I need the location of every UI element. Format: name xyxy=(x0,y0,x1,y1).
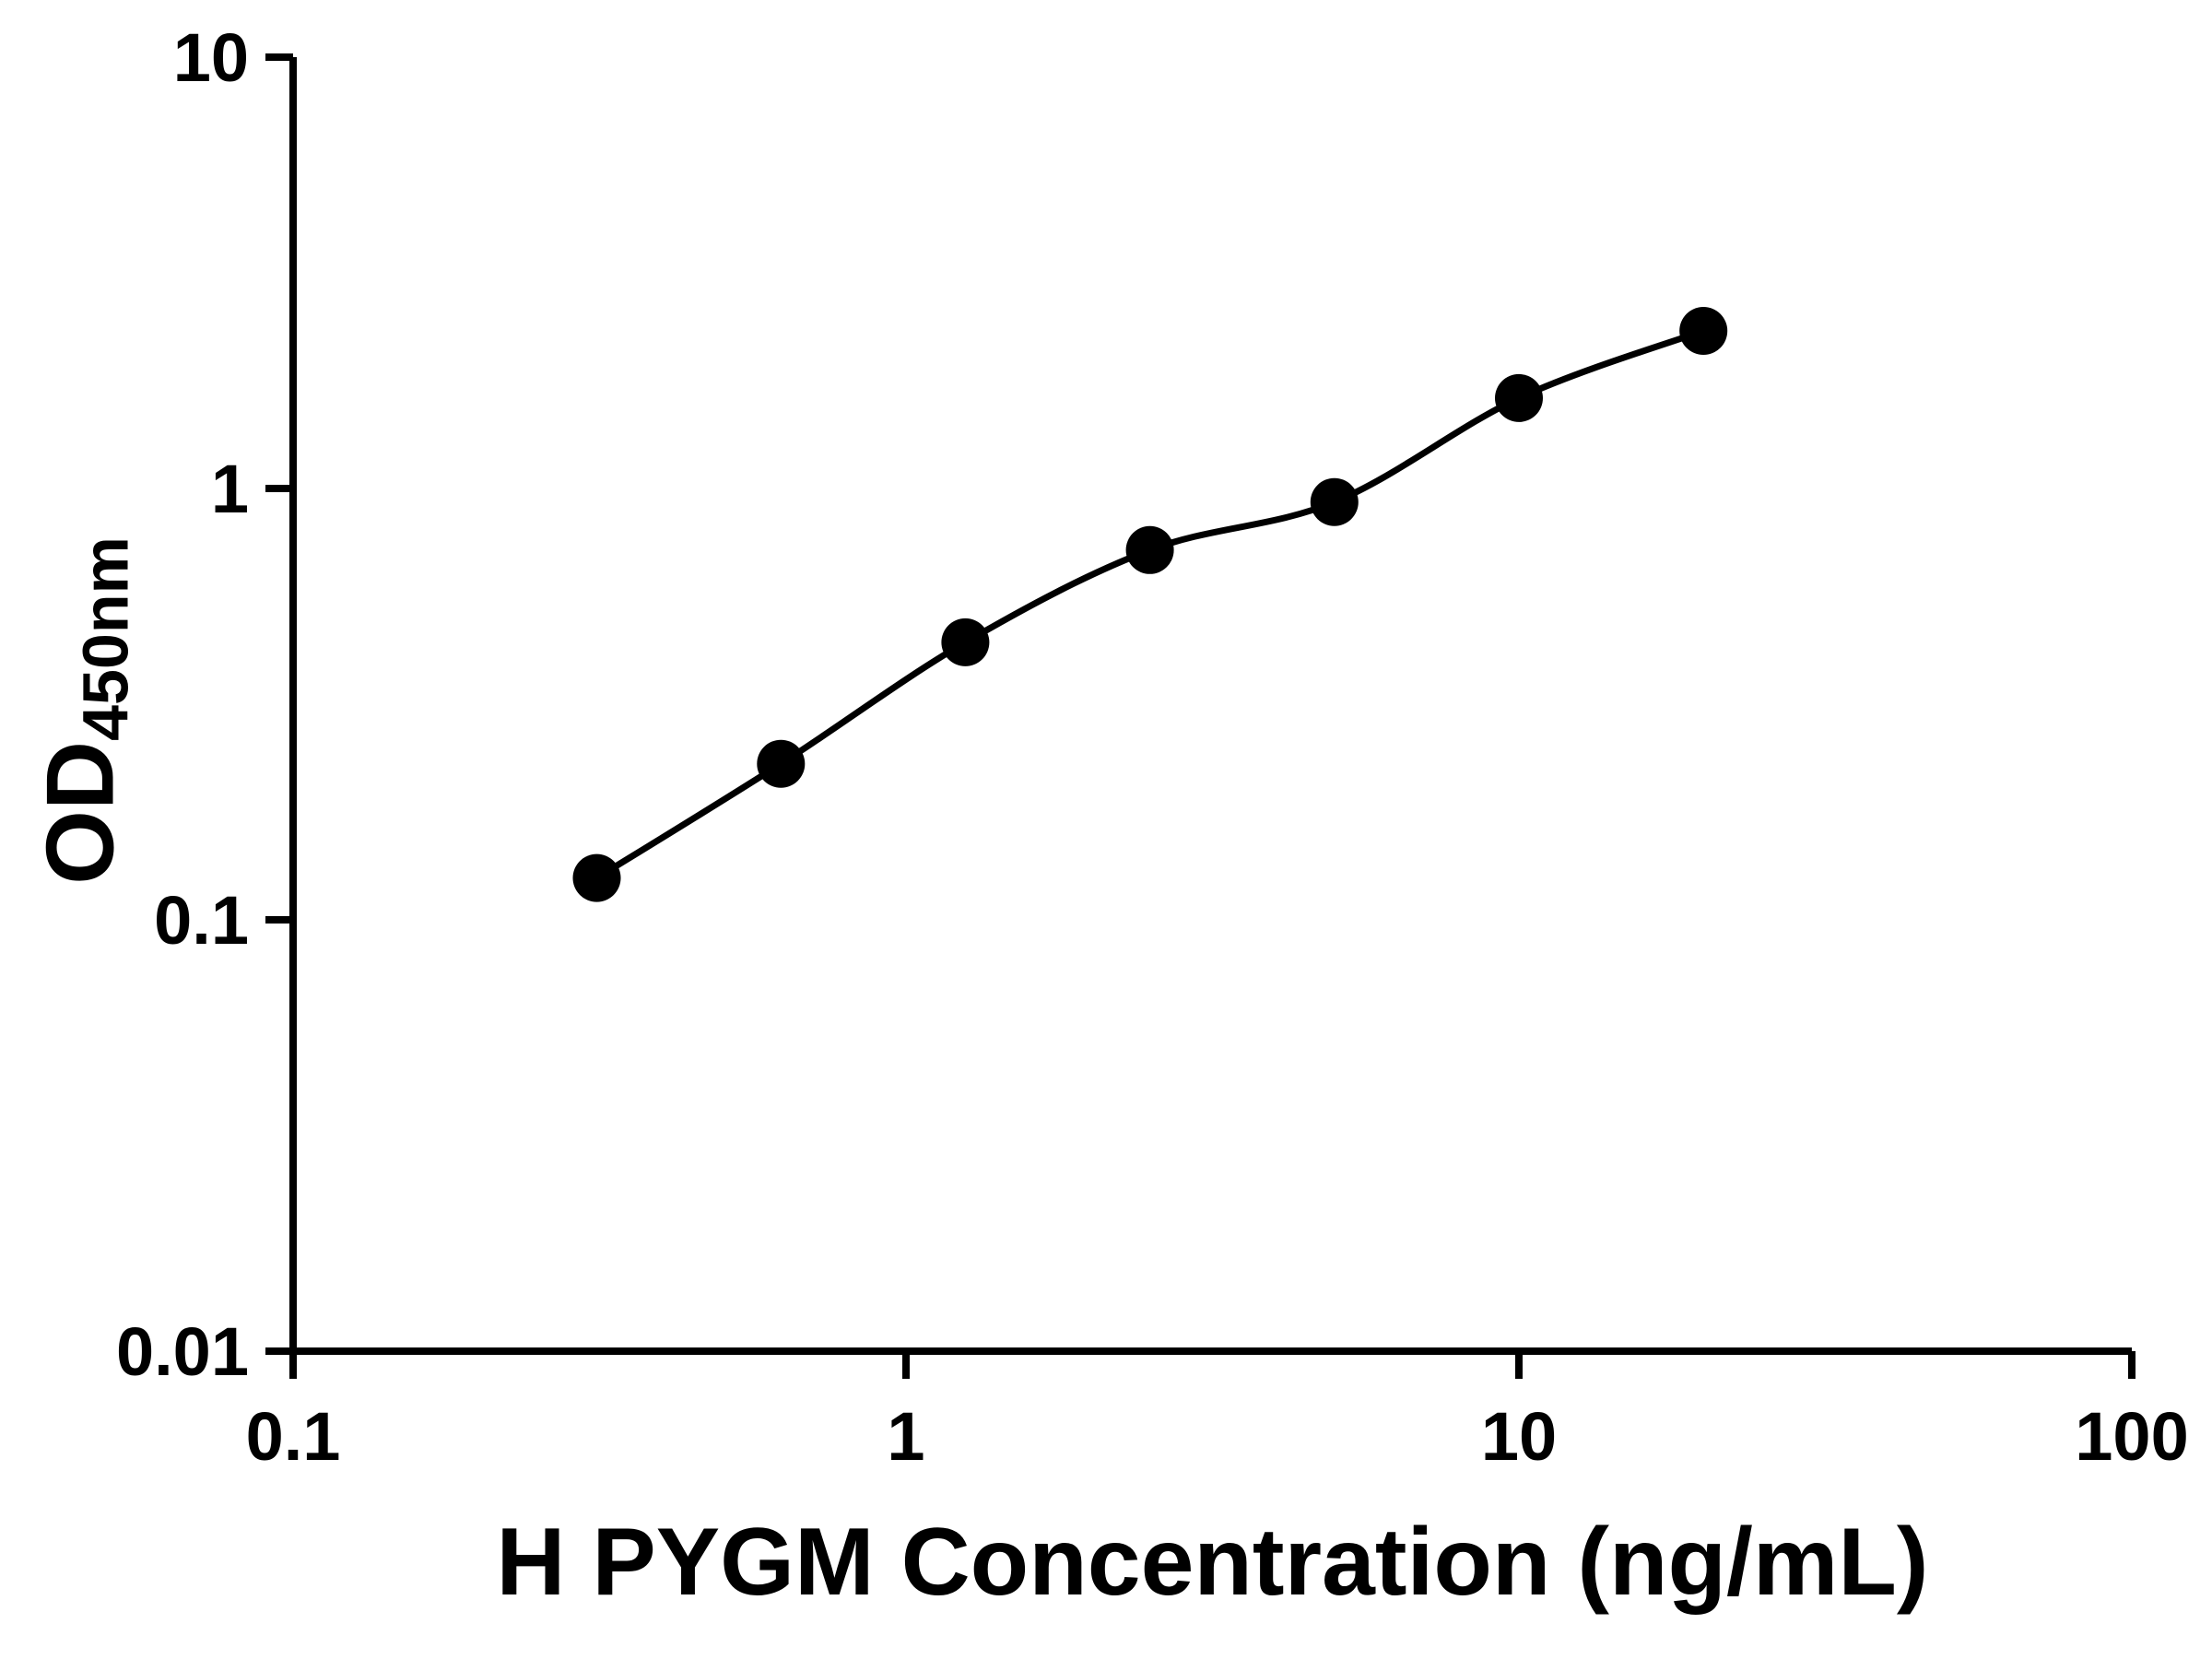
y-axis-title-sub: 450nm xyxy=(69,536,142,741)
y-axis-tick-label: 1 xyxy=(211,451,249,527)
y-axis-tick-label: 0.01 xyxy=(116,1313,249,1390)
x-axis-tick-label: 0.1 xyxy=(246,1398,341,1475)
x-axis-title: H PYGM Concentration (ng/mL) xyxy=(496,1509,1929,1616)
y-axis-tick-label: 0.1 xyxy=(154,882,249,959)
data-point-marker xyxy=(1310,477,1359,526)
x-axis-tick-label: 10 xyxy=(1481,1398,1557,1475)
data-point-marker xyxy=(757,739,806,788)
y-axis-title-main: OD xyxy=(27,740,135,885)
data-point-marker xyxy=(1679,307,1728,355)
data-point-marker xyxy=(572,853,621,902)
x-axis-tick-label: 100 xyxy=(2075,1398,2188,1475)
y-axis-title: OD450nm xyxy=(27,536,142,885)
axes-spine xyxy=(289,57,2132,1355)
data-point-marker xyxy=(1495,373,1543,422)
y-axis-tick-label: 10 xyxy=(173,19,249,96)
data-point-marker xyxy=(1125,525,1174,574)
x-axis-tick-label: 1 xyxy=(887,1398,924,1475)
data-point-marker xyxy=(941,618,990,666)
